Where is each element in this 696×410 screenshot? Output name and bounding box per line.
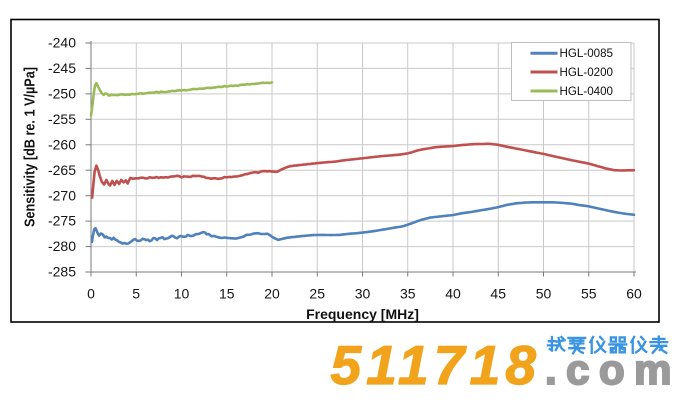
svg-text:-245: -245 — [48, 60, 76, 76]
svg-text:.com: .com — [545, 346, 681, 393]
svg-text:-285: -285 — [48, 264, 76, 280]
svg-text:25: 25 — [309, 286, 325, 302]
svg-text:511718: 511718 — [331, 334, 542, 396]
svg-text:HGL-0085: HGL-0085 — [560, 47, 614, 60]
svg-text:50: 50 — [536, 286, 552, 302]
svg-text:-280: -280 — [48, 238, 76, 254]
svg-text:HGL-0400: HGL-0400 — [560, 85, 614, 98]
svg-text:30: 30 — [355, 286, 371, 302]
svg-text:Frequency [MHz]: Frequency [MHz] — [306, 306, 419, 322]
svg-text:5: 5 — [132, 286, 140, 302]
svg-text:55: 55 — [581, 286, 597, 302]
svg-text:0: 0 — [87, 286, 95, 302]
svg-text:-270: -270 — [48, 187, 76, 203]
svg-text:-240: -240 — [48, 35, 76, 51]
svg-text:45: 45 — [490, 286, 506, 302]
svg-text:20: 20 — [264, 286, 280, 302]
svg-text:-265: -265 — [48, 162, 76, 178]
svg-text:40: 40 — [445, 286, 461, 302]
svg-text:-275: -275 — [48, 213, 76, 229]
svg-text:HGL-0200: HGL-0200 — [560, 66, 614, 79]
svg-text:-255: -255 — [48, 111, 76, 127]
svg-text:10: 10 — [174, 286, 190, 302]
svg-text:15: 15 — [219, 286, 235, 302]
svg-text:Sensitivity [dB re. 1 V/µPa]: Sensitivity [dB re. 1 V/µPa] — [22, 67, 39, 227]
svg-text:-250: -250 — [48, 86, 76, 102]
svg-text:35: 35 — [400, 286, 416, 302]
svg-text:-260: -260 — [48, 136, 76, 152]
svg-text:60: 60 — [626, 286, 642, 302]
